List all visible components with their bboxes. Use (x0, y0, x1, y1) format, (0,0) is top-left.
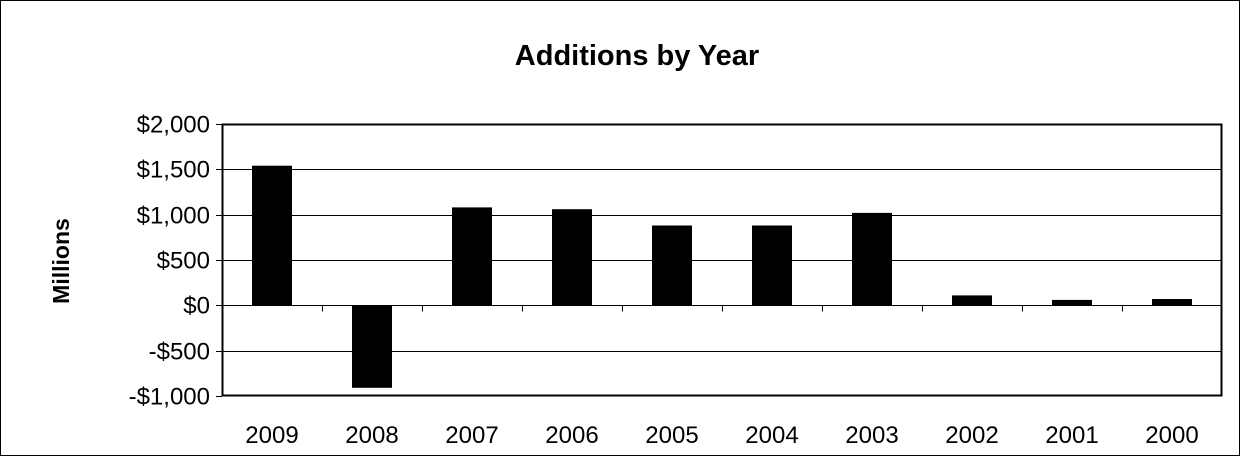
x-tick-label: 2009 (245, 422, 298, 449)
bar-2008 (352, 305, 392, 388)
axes (216, 123, 1223, 397)
x-tick-label: 2005 (645, 422, 698, 449)
x-tick-label: 2000 (1145, 422, 1198, 449)
chart-title: Additions by Year (515, 40, 759, 72)
x-tick-labels: 2009 2008 2007 2006 2005 2004 2003 2002 2001 2000 (245, 422, 1198, 449)
bar-2002 (952, 295, 992, 306)
y-tick-label: -$1,000 (129, 384, 210, 411)
bars (252, 165, 1192, 388)
x-tick-label: 2006 (545, 422, 598, 449)
y-axis-title: Millions (48, 218, 74, 304)
y-tick-label: $2,000 (137, 112, 210, 139)
bar-2001 (1052, 299, 1092, 306)
x-tick-label: 2008 (345, 422, 398, 449)
x-tick-label: 2002 (945, 422, 998, 449)
y-tick-label: $1,500 (137, 157, 210, 184)
bar-2006 (552, 209, 592, 306)
x-tick-label: 2007 (445, 422, 498, 449)
x-tick-label: 2001 (1045, 422, 1098, 449)
bar-2003 (852, 212, 892, 306)
plot-area-border (221, 123, 1223, 397)
bar-2005 (652, 225, 692, 306)
bar-2007 (452, 207, 492, 306)
bar-2009 (252, 165, 292, 306)
y-tick-label: $1,000 (137, 203, 210, 230)
bar-2004 (752, 225, 792, 306)
y-tick-label: $500 (157, 248, 210, 275)
y-tick-labels: $2,000 $1,500 $1,000 $500 $0 -$500 -$1,000 (129, 112, 210, 411)
x-tick-label: 2003 (845, 422, 898, 449)
y-tick-label: $0 (183, 293, 210, 320)
bar-2000 (1152, 299, 1192, 306)
x-tick-label: 2004 (745, 422, 798, 449)
y-tick-label: -$500 (149, 339, 210, 366)
